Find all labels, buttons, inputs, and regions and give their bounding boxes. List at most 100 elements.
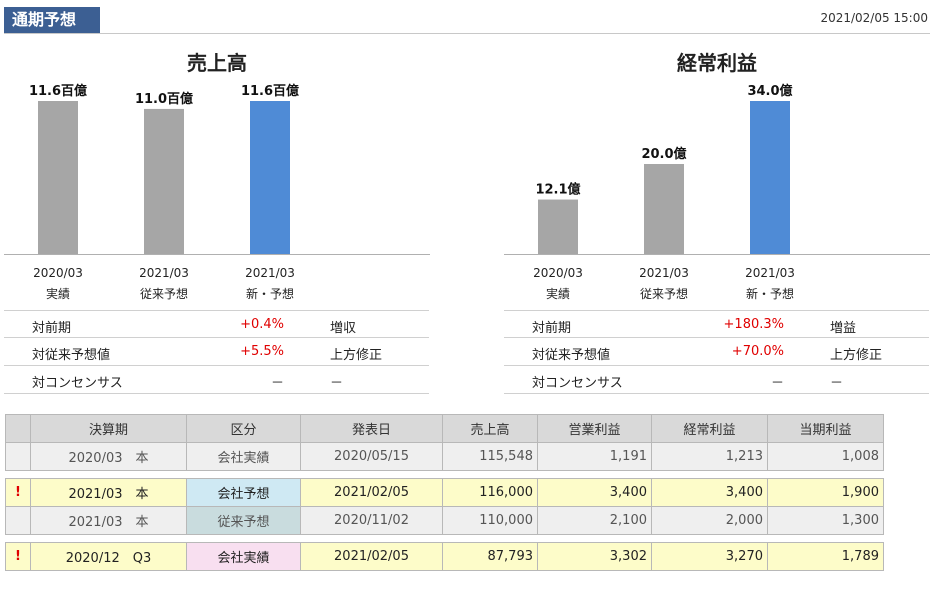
date-cell: 2020/11/02 [300,506,443,535]
stats-value: +5.5% [240,344,284,359]
stats-label: 対前期 [532,321,572,336]
table-row: 2021/03 本 従来予想 2020/11/02 110,000 2,100 … [5,506,884,535]
bar-value-label: 34.0億 [747,83,792,99]
table-header-row: 決算期 区分 発表日 売上高 営業利益 経常利益 当期利益 [5,414,884,443]
chart-bar [144,108,184,255]
stats-row: 対コンセンサス － － [504,366,929,394]
stats-value: +0.4% [240,317,284,332]
bar-value-label: 20.0億 [641,146,686,162]
stats-note: 増益 [830,321,857,336]
ordinary-profit-chart: 経常利益 12.1億 20.0億 34.0億 [504,51,930,255]
bar-value-label: 11.6百億 [241,83,299,99]
stats-row: 対従来予想値 +70.0% 上方修正 [504,338,929,366]
flag-cell [5,442,31,471]
date-cell: 2021/02/05 [300,478,443,507]
chart-bar [38,101,78,254]
chart-title: 売上高 [187,51,247,75]
sales-cell: 110,000 [442,506,538,535]
row-spacer [5,534,884,543]
chart-bar [750,101,790,254]
sales-chart: 売上高 11.6百億 11.0百億 11.6百億 [4,51,430,255]
period-cell: 2020/03 本 [30,442,187,471]
header-kubun: 区分 [186,414,301,443]
sales-cell: 116,000 [442,478,538,507]
stats-note: － [330,376,344,391]
net-profit-cell: 1,300 [767,506,884,535]
net-profit-cell: 1,008 [767,442,884,471]
table-row: ! 2021/03 本 会社予想 2021/02/05 116,000 3,40… [5,478,884,507]
ordinary-profit-cell: 1,213 [651,442,768,471]
header-period: 決算期 [30,414,187,443]
stats-row: 対前期 +180.3% 増益 [504,310,929,338]
stats-value: +70.0% [731,344,784,359]
sales-stats: 対前期 +0.4% 増収 対従来予想値 +5.5% 上方修正 対コンセンサス －… [4,310,429,394]
ordinary-profit-cell: 3,400 [651,478,768,507]
stats-row: 対前期 +0.4% 増収 [4,310,429,338]
header-ordinary-profit: 経常利益 [651,414,768,443]
earnings-table: 決算期 区分 発表日 売上高 営業利益 経常利益 当期利益 2020/03 本 … [5,414,884,571]
kubun-cell: 従来予想 [186,506,301,535]
category-label: 実績 [545,287,570,301]
date-cell: 2021/02/05 [300,542,443,571]
sales-cell: 115,548 [442,442,538,471]
period-cell: 2021/03 本 [30,506,187,535]
stats-label: 対コンセンサス [532,376,623,391]
category-label: 2020/03 [533,266,583,280]
category-label: 2021/03 [139,266,189,280]
header-divider [4,33,930,34]
category-label: 2021/03 [245,266,295,280]
operating-profit-cell: 2,100 [537,506,652,535]
operating-profit-cell: 1,191 [537,442,652,471]
category-label: 2020/03 [33,266,83,280]
chart-bar [250,101,290,254]
stats-value: － [770,376,784,391]
operating-profit-cell: 3,400 [537,478,652,507]
alert-icon: ! [5,478,31,507]
kubun-cell: 会社予想 [186,478,301,507]
stats-note: 増収 [330,321,357,336]
category-label: 新・予想 [745,287,794,301]
stats-label: 対前期 [32,321,72,336]
bar-value-label: 11.0百億 [135,91,193,107]
chart-title: 経常利益 [677,51,757,75]
category-label: 従来予想 [139,287,188,301]
stats-note: 上方修正 [830,348,883,363]
header-sales: 売上高 [442,414,538,443]
stats-label: 対コンセンサス [32,376,123,391]
category-label: 従来予想 [639,287,688,301]
chart-bar [644,164,684,254]
bar-value-label: 12.1億 [535,182,580,198]
period-cell: 2021/03 本 [30,478,187,507]
stats-label: 対従来予想値 [532,348,611,363]
ordinary-profit-cell: 2,000 [651,506,768,535]
ordinary-profit-cell: 3,270 [651,542,768,571]
stats-row: 対コンセンサス － － [4,366,429,394]
stats-value: +180.3% [723,317,784,332]
stats-label: 対従来予想値 [32,348,111,363]
stats-note: － [830,376,844,391]
net-profit-cell: 1,900 [767,478,884,507]
row-spacer [5,470,884,479]
period-cell: 2020/12 Q3 [30,542,187,571]
category-label: 2021/03 [745,266,795,280]
date-cell: 2020/05/15 [300,442,443,471]
profit-stats: 対前期 +180.3% 増益 対従来予想値 +70.0% 上方修正 対コンセンサ… [504,310,929,394]
section-title: 通期予想 [4,7,100,33]
category-label: 実績 [45,287,70,301]
kubun-cell: 会社実績 [186,542,301,571]
header-net-profit: 当期利益 [767,414,884,443]
chart-bar [538,199,578,254]
header-operating-profit: 営業利益 [537,414,652,443]
stats-value: － [270,376,284,391]
header-date: 発表日 [300,414,443,443]
category-label: 新・予想 [245,287,294,301]
bar-value-label: 11.6百億 [29,83,87,99]
table-row: 2020/03 本 会社実績 2020/05/15 115,548 1,191 … [5,442,884,471]
stats-note: 上方修正 [330,348,383,363]
stats-row: 対従来予想値 +5.5% 上方修正 [4,338,429,366]
alert-icon: ! [5,542,31,571]
kubun-cell: 会社実績 [186,442,301,471]
timestamp: 2021/02/05 15:00 [820,11,928,25]
category-label: 2021/03 [639,266,689,280]
sales-cell: 87,793 [442,542,538,571]
